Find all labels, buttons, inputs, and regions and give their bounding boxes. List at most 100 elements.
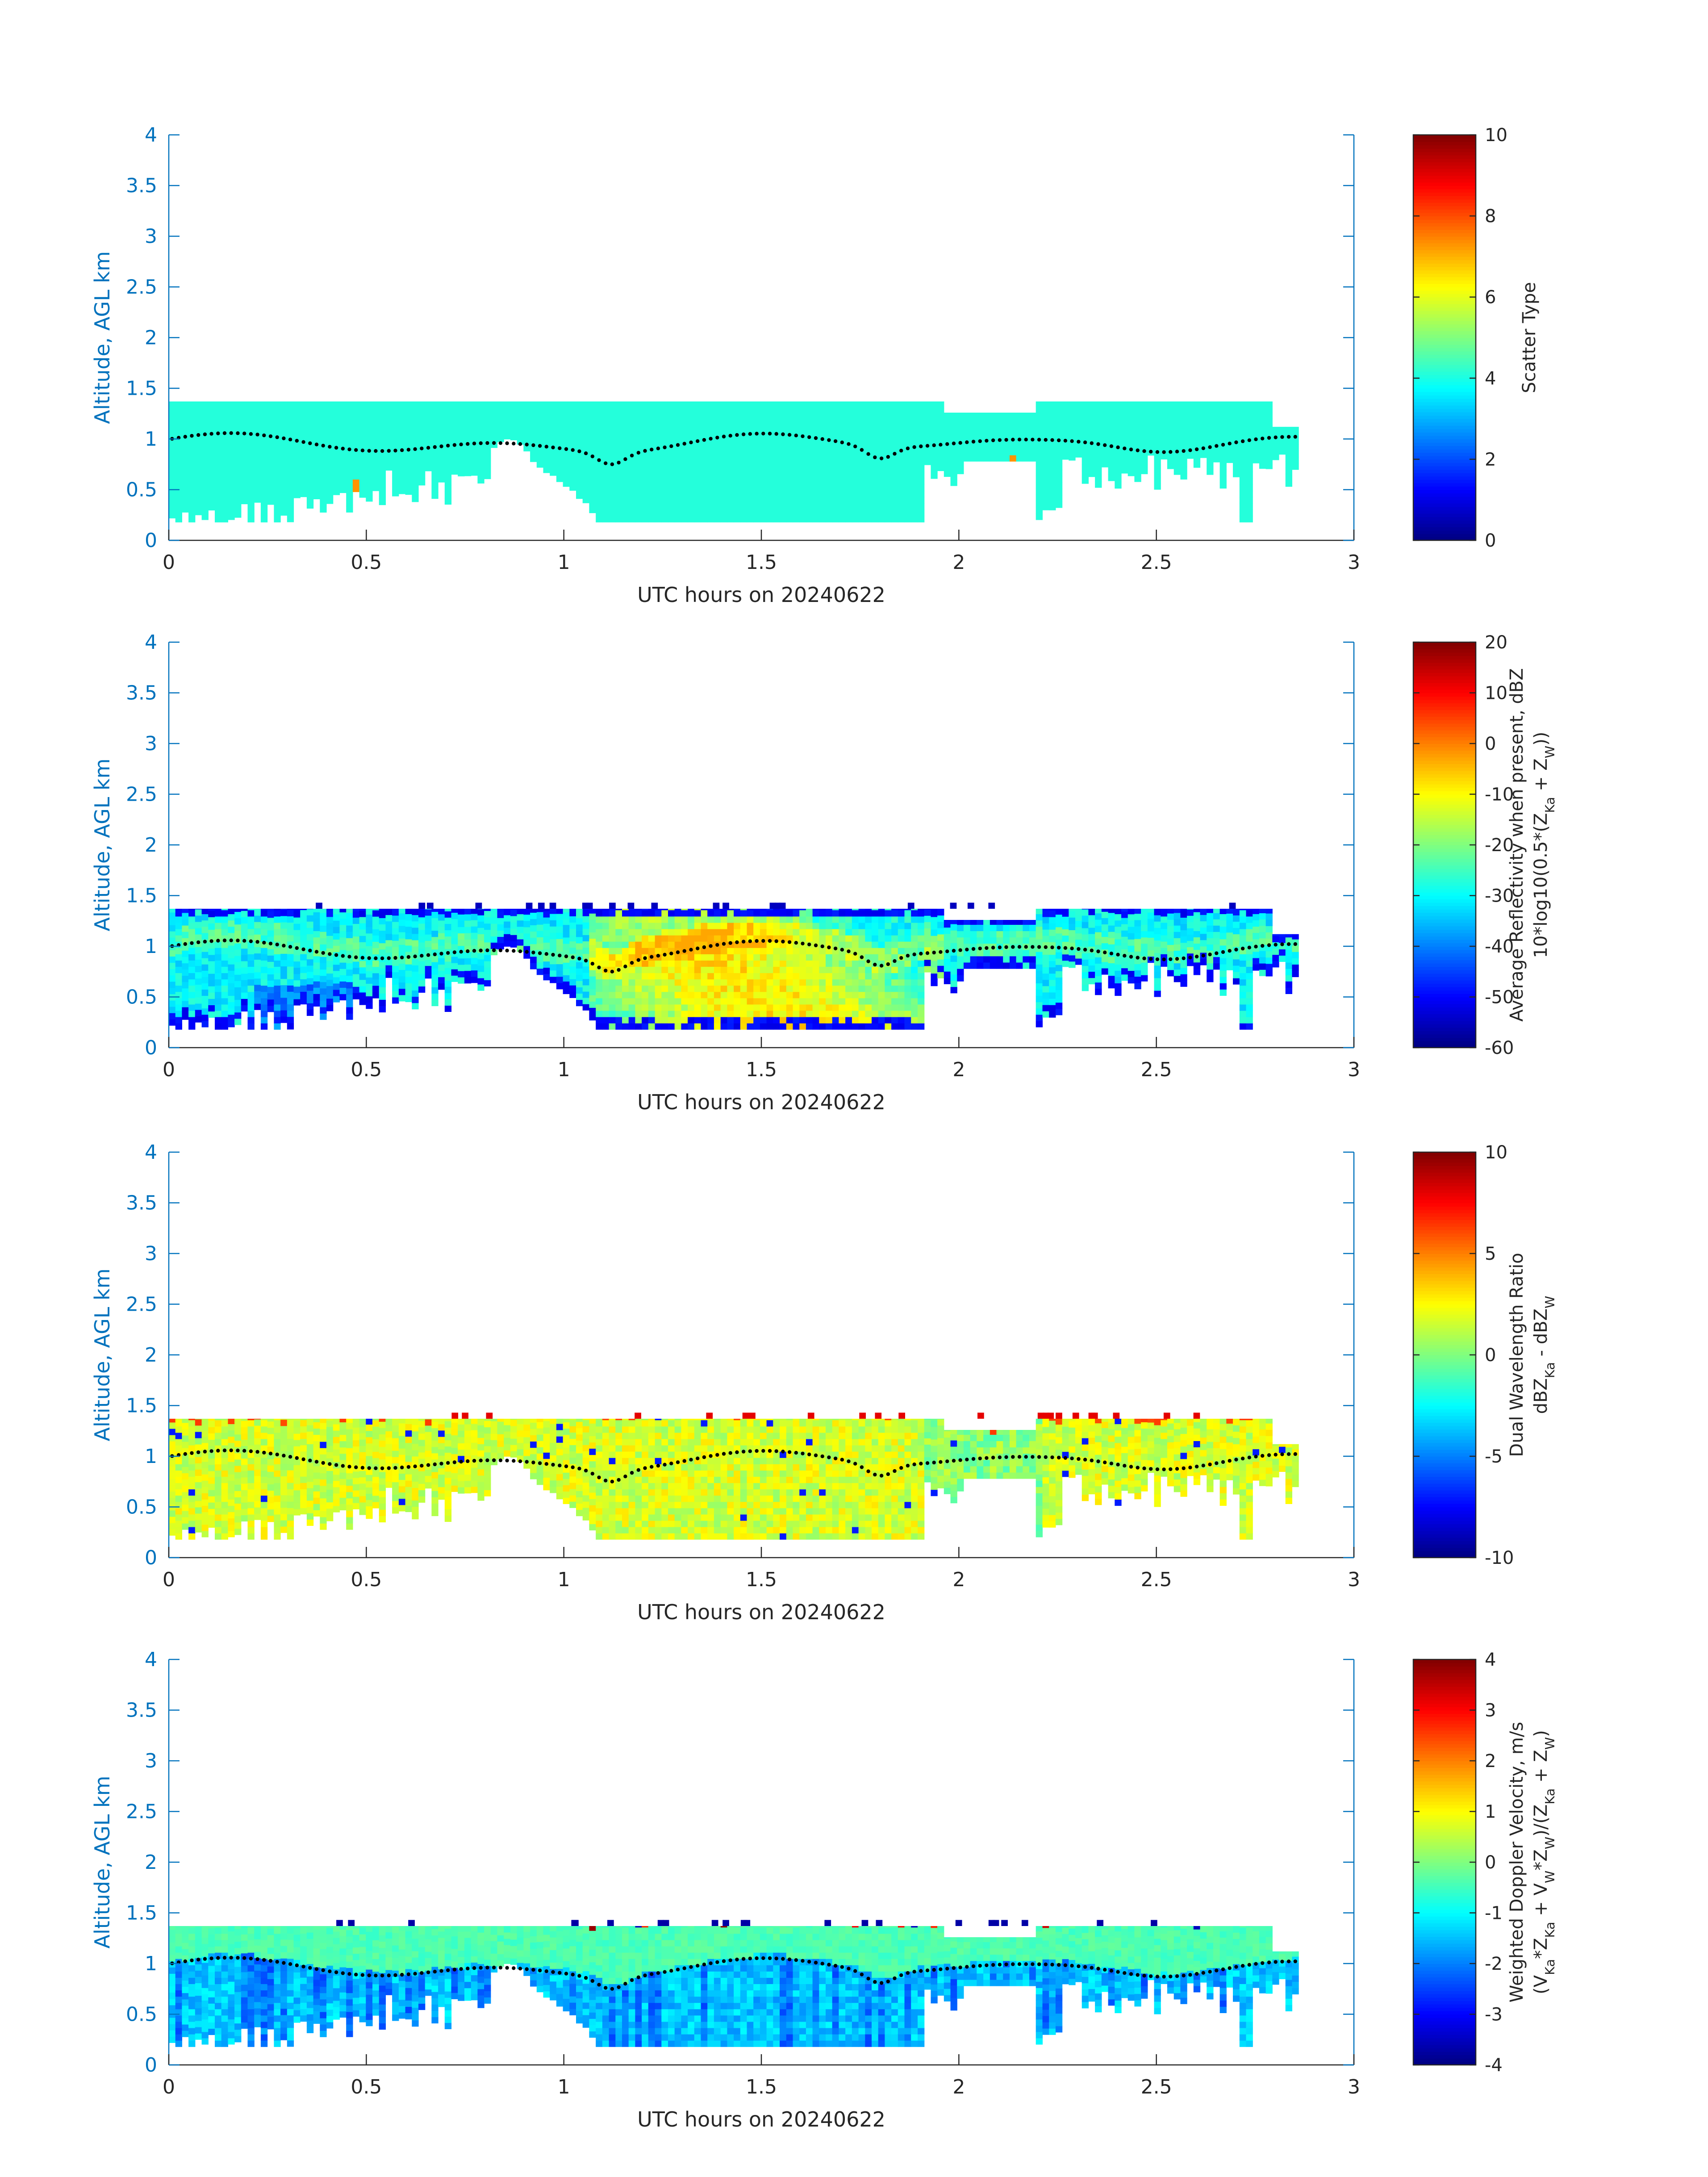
heatmap-cell	[379, 987, 386, 994]
heatmap-cell	[274, 447, 281, 453]
heatmap-cell	[872, 910, 879, 917]
heatmap-cell	[773, 1017, 780, 1024]
heatmap-cell	[904, 409, 911, 416]
heatmap-cell	[806, 453, 813, 460]
heatmap-cell	[760, 929, 767, 936]
heatmap-cell	[635, 991, 642, 999]
heatmap-cell	[346, 988, 353, 995]
heatmap-cell	[1219, 482, 1227, 489]
heatmap-cell	[944, 470, 951, 477]
heatmap-cell	[773, 910, 780, 917]
heatmap-cell	[1016, 442, 1023, 449]
heatmap-cell	[431, 955, 438, 962]
heatmap-cell	[1279, 448, 1286, 455]
heatmap-cell	[642, 1017, 649, 1024]
heatmap-cell	[766, 459, 773, 466]
heatmap-cell	[714, 465, 721, 472]
heatmap-cell	[681, 510, 688, 516]
heatmap-cell	[872, 465, 879, 472]
heatmap-cell	[773, 472, 780, 479]
heatmap-cell	[852, 985, 859, 992]
heatmap-cell	[668, 910, 675, 917]
heatmap-cell	[1141, 411, 1148, 418]
heatmap-cell	[451, 436, 458, 443]
heatmap-cell	[589, 481, 596, 488]
heatmap-cell	[852, 472, 859, 479]
heatmap-cell	[346, 506, 353, 513]
cloud-base-point	[879, 456, 884, 460]
heatmap-cell	[556, 945, 564, 952]
heatmap-cell	[569, 421, 576, 428]
heatmap-cell	[241, 909, 248, 911]
heatmap-cell	[747, 909, 754, 911]
heatmap-cell	[674, 991, 681, 999]
heatmap-cell	[1253, 425, 1260, 432]
heatmap-cell	[589, 938, 596, 945]
heatmap-cell	[267, 492, 274, 499]
heatmap-cell	[320, 982, 327, 989]
heatmap-cell	[398, 418, 406, 425]
heatmap-cell	[720, 929, 727, 936]
heatmap-cell	[550, 438, 557, 445]
heatmap-cell	[280, 1010, 288, 1017]
heatmap-cell	[536, 956, 544, 963]
heatmap-cell	[1246, 447, 1253, 453]
heatmap-cell	[596, 916, 603, 923]
cloud-base-point	[932, 443, 936, 447]
heatmap-cell	[918, 402, 925, 409]
heatmap-cell	[366, 990, 373, 997]
heatmap-cell	[839, 428, 846, 435]
heatmap-cell	[352, 986, 360, 993]
heatmap-cell	[1246, 490, 1253, 497]
heatmap-cell	[339, 909, 347, 913]
heatmap-cell	[819, 484, 826, 491]
heatmap-cell	[701, 490, 708, 497]
heatmap-cell	[221, 929, 228, 936]
heatmap-cell	[780, 453, 787, 460]
heatmap-cell	[313, 411, 320, 418]
heatmap-cell	[247, 916, 255, 923]
heatmap-cell	[169, 975, 176, 982]
heatmap-cell	[865, 459, 872, 466]
heatmap-cell	[490, 936, 498, 943]
heatmap-cell	[1101, 429, 1109, 436]
heatmap-cell	[839, 484, 846, 491]
heatmap-cell	[602, 1017, 610, 1024]
heatmap-cell	[911, 985, 918, 992]
heatmap-cell	[392, 915, 399, 922]
heatmap-cell	[898, 916, 905, 923]
heatmap-cell	[287, 427, 294, 435]
heatmap-cell	[1128, 463, 1135, 470]
heatmap-cell	[201, 406, 209, 414]
heatmap-cell	[215, 478, 222, 485]
heatmap-cell	[1049, 441, 1056, 448]
heatmap-cell	[1154, 464, 1161, 471]
cloud-base-point	[347, 447, 351, 451]
heatmap-cell	[839, 916, 846, 923]
cloud-base-point	[229, 431, 233, 435]
heatmap-cell	[596, 948, 603, 954]
heatmap-cell	[412, 470, 419, 477]
heatmap-cell	[254, 953, 261, 960]
heatmap-cell	[543, 967, 550, 974]
heatmap-cell	[661, 459, 668, 466]
heatmap-cell	[569, 909, 576, 910]
heatmap-cell	[714, 1023, 721, 1030]
heatmap-cell	[254, 446, 261, 453]
heatmap-cell	[766, 409, 773, 416]
heatmap-cell	[773, 465, 780, 472]
heatmap-cell	[247, 985, 255, 992]
heatmap-cell	[924, 446, 931, 453]
heatmap-cell	[694, 1023, 702, 1030]
heatmap-cell	[1173, 418, 1181, 425]
heatmap-cell	[773, 503, 780, 510]
heatmap-cell	[780, 402, 787, 409]
cloud-base-point	[380, 449, 384, 453]
heatmap-cell	[175, 510, 182, 516]
heatmap-cell	[655, 991, 662, 999]
heatmap-cell	[858, 985, 865, 992]
heatmap-cell	[1161, 434, 1168, 441]
heatmap-cell	[234, 511, 242, 518]
heatmap-cell	[582, 409, 589, 415]
heatmap-cell	[241, 992, 248, 999]
